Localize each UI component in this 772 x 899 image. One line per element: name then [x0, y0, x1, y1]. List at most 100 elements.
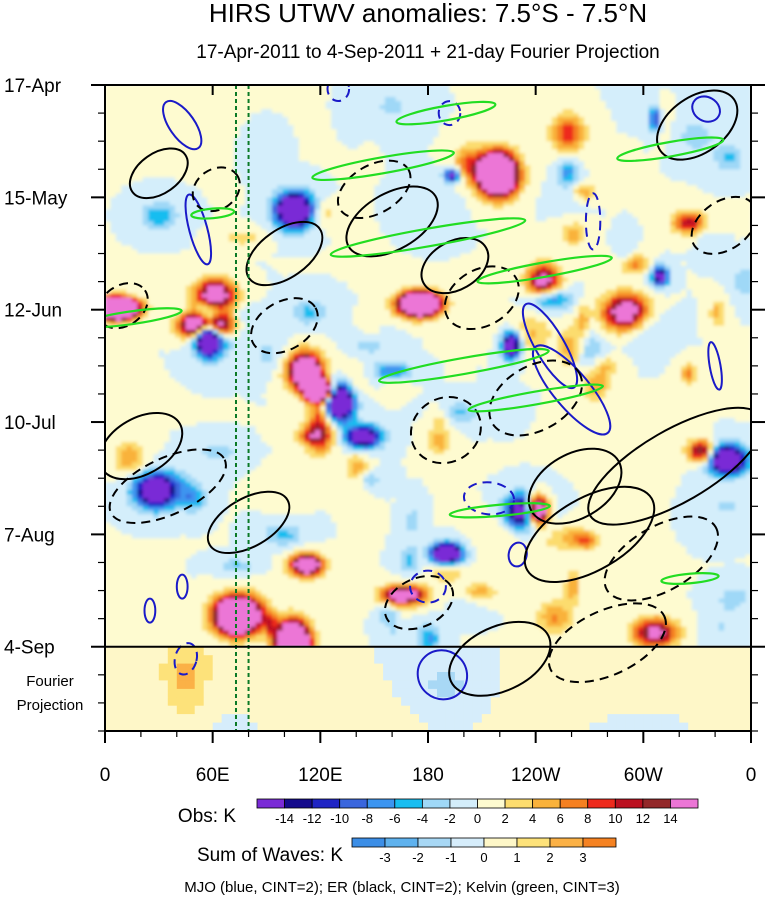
anomaly-cell [648, 225, 655, 231]
anomaly-cell [654, 113, 661, 118]
anomaly-cell [207, 117, 214, 122]
anomaly-cell [675, 125, 682, 130]
anomaly-cell [724, 85, 731, 90]
anomaly-cell [745, 173, 751, 178]
anomaly-cell [250, 121, 257, 126]
anomaly-cell [309, 213, 316, 219]
anomaly-cell [551, 185, 558, 190]
anomaly-cell [433, 113, 440, 118]
anomaly-cell [298, 89, 305, 94]
anomaly-cell [271, 137, 278, 142]
anomaly-cell [126, 113, 133, 118]
anomaly-cell [616, 161, 623, 166]
anomaly-cell [530, 109, 537, 114]
anomaly-cell [411, 113, 418, 118]
anomaly-cell [524, 141, 531, 146]
anomaly-cell [309, 85, 316, 90]
anomaly-cell [196, 113, 203, 118]
anomaly-cell [449, 101, 456, 106]
anomaly-cell [325, 153, 332, 158]
anomaly-cell [228, 149, 235, 154]
anomaly-cell [271, 237, 278, 243]
anomaly-cell [589, 125, 596, 130]
anomaly-cell [594, 101, 601, 106]
anomaly-cell [105, 145, 111, 150]
anomaly-cell [600, 105, 607, 110]
anomaly-cell [158, 169, 165, 174]
anomaly-cell [670, 141, 677, 146]
anomaly-cell [131, 197, 138, 202]
anomaly-cell [519, 105, 526, 110]
anomaly-cell [288, 169, 294, 174]
anomaly-cell [115, 101, 122, 106]
anomaly-cell [487, 205, 494, 211]
anomaly-cell [659, 89, 666, 94]
anomaly-cell [401, 229, 408, 235]
anomaly-cell [524, 177, 531, 182]
anomaly-cell [691, 189, 698, 194]
anomaly-cell [487, 157, 494, 162]
anomaly-cell [309, 117, 316, 122]
anomaly-cell [519, 245, 526, 251]
anomaly-cell [681, 153, 687, 158]
anomaly-cell [627, 133, 634, 138]
anomaly-cell [411, 97, 418, 102]
anomaly-cell [218, 101, 225, 106]
anomaly-cell [535, 149, 542, 154]
anomaly-cell [481, 113, 488, 118]
anomaly-cell [729, 197, 736, 202]
anomaly-cell [691, 197, 698, 202]
anomaly-cell [336, 237, 343, 243]
anomaly-cell [180, 89, 187, 94]
anomaly-cell [347, 153, 354, 158]
anomaly-cell [309, 245, 316, 251]
anomaly-cell [724, 149, 731, 154]
anomaly-cell [718, 201, 725, 207]
anomaly-cell [320, 185, 327, 190]
anomaly-cell [255, 221, 262, 227]
anomaly-cell [368, 241, 375, 247]
anomaly-cell [664, 213, 671, 219]
anomaly-cell [551, 117, 558, 122]
anomaly-cell [454, 205, 461, 211]
anomaly-cell [293, 141, 300, 146]
anomaly-cell [524, 221, 531, 227]
anomaly-cell [158, 209, 165, 215]
anomaly-cell [707, 161, 714, 166]
anomaly-cell [164, 125, 171, 130]
anomaly-cell [411, 141, 418, 146]
anomaly-cell [594, 245, 601, 251]
anomaly-cell [745, 177, 751, 182]
anomaly-cell [148, 125, 155, 130]
anomaly-cell [363, 201, 370, 207]
anomaly-cell [476, 165, 483, 170]
anomaly-cell [325, 141, 332, 146]
anomaly-cell [223, 173, 230, 178]
anomaly-cell [438, 165, 445, 170]
anomaly-cell [718, 133, 725, 138]
anomaly-cell [621, 169, 628, 174]
anomaly-cell [293, 213, 300, 219]
anomaly-cell [578, 109, 585, 114]
anomaly-cell [557, 189, 564, 194]
anomaly-cell [573, 161, 580, 166]
anomaly-cell [707, 133, 714, 138]
anomaly-cell [584, 117, 591, 122]
anomaly-cell [503, 245, 510, 251]
anomaly-cell [551, 97, 558, 102]
anomaly-cell [568, 141, 574, 146]
anomaly-cell [374, 169, 381, 174]
anomaly-cell [352, 141, 359, 146]
anomaly-cell [121, 89, 128, 94]
anomaly-cell [331, 137, 338, 142]
anomaly-cell [175, 193, 181, 198]
anomaly-cell [681, 105, 687, 110]
anomaly-cell [298, 233, 305, 239]
anomaly-cell [223, 197, 230, 202]
anomaly-cell [250, 225, 257, 231]
anomaly-cell [250, 117, 257, 122]
anomaly-cell [121, 165, 128, 170]
anomaly-cell [471, 201, 478, 207]
anomaly-cell [185, 209, 192, 215]
anomaly-cell [670, 221, 677, 227]
